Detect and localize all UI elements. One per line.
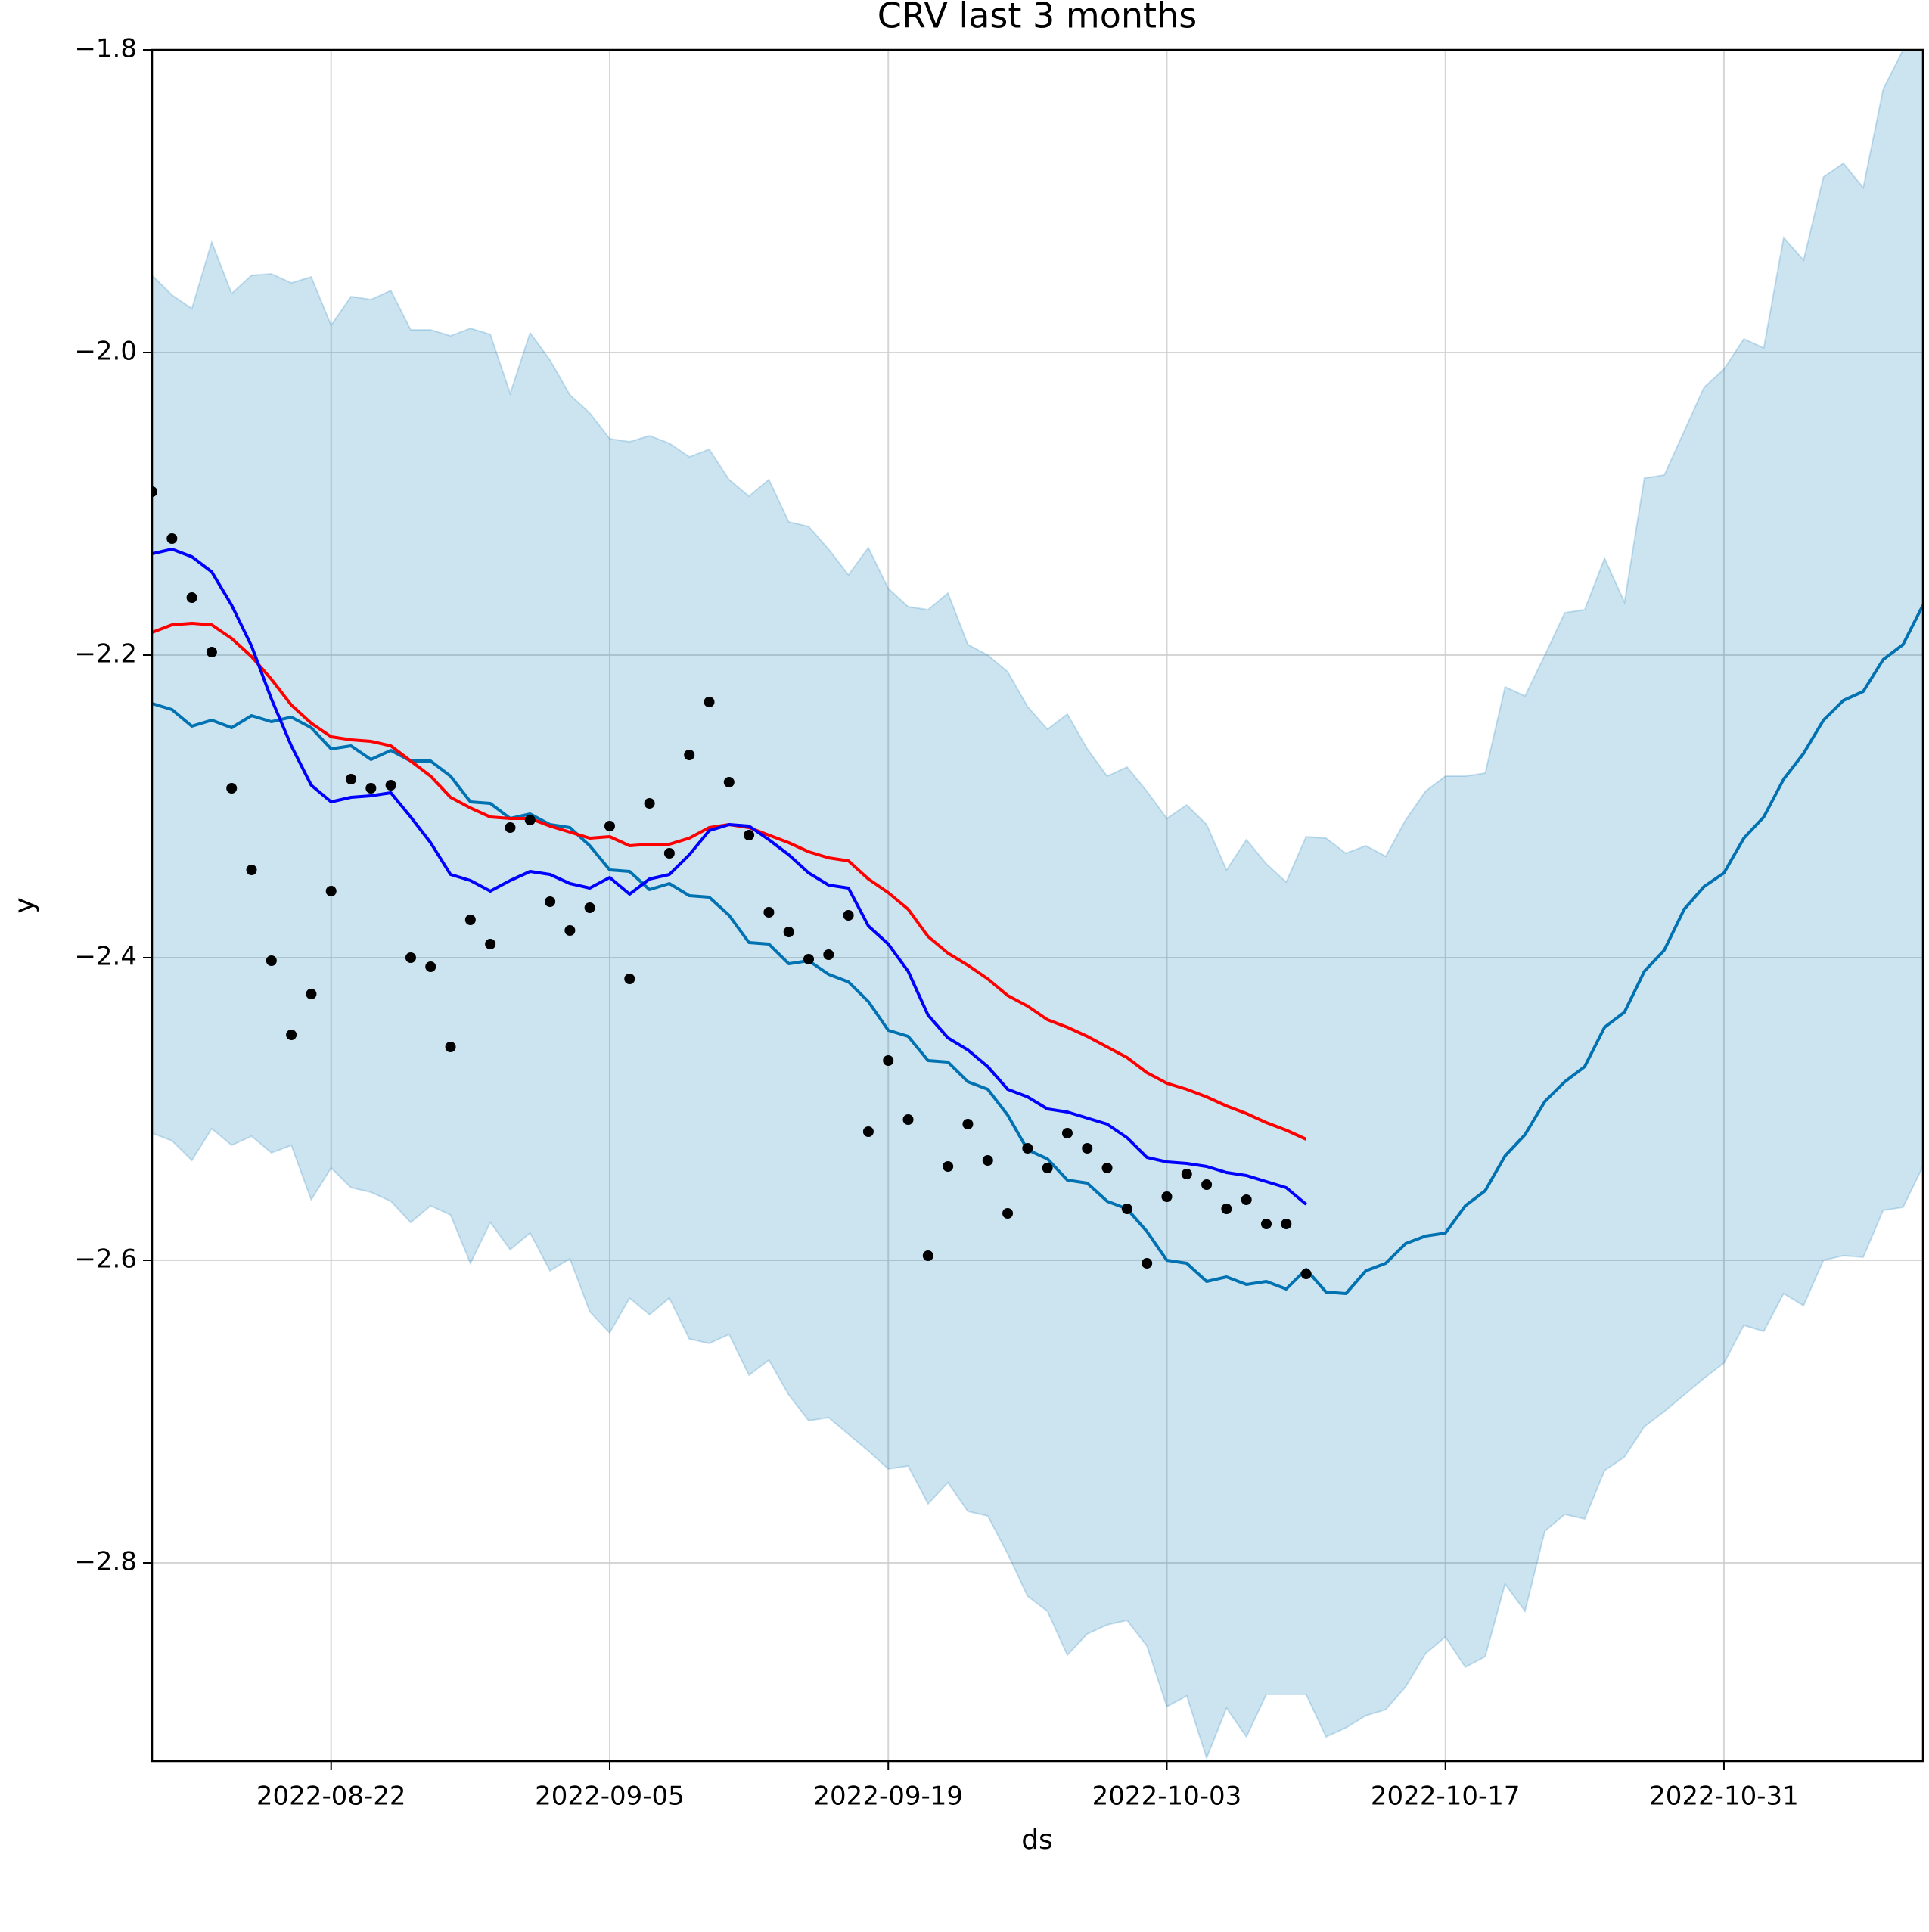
- y-tick-label: −2.2: [74, 639, 137, 669]
- observed-point: [584, 902, 595, 913]
- observed-point: [545, 896, 556, 907]
- plot-frame: [151, 48, 1924, 1763]
- observed-point: [385, 780, 396, 791]
- observed-point: [186, 592, 197, 603]
- uncertainty-band: [152, 50, 1923, 1758]
- observed-point: [524, 815, 536, 825]
- x-tick-label: 2022-10-17: [1371, 1781, 1521, 1812]
- observed-point: [1082, 1143, 1093, 1154]
- observed-point: [663, 848, 675, 859]
- observed-point: [1101, 1163, 1113, 1173]
- observed-point: [763, 907, 775, 918]
- y-tick-label: −2.6: [74, 1244, 137, 1275]
- observed-point: [982, 1155, 993, 1166]
- y-tick-label: −2.0: [74, 337, 137, 367]
- y-tick-label: −1.8: [74, 34, 137, 64]
- observed-point: [803, 954, 815, 964]
- observed-point: [485, 939, 496, 949]
- observed-point: [902, 1114, 914, 1125]
- observed-point: [166, 533, 178, 544]
- observed-point: [1042, 1163, 1053, 1173]
- x-tick-label: 2022-09-19: [813, 1781, 963, 1812]
- observed-point: [505, 822, 516, 833]
- band-edge: [152, 1127, 1923, 1760]
- observed-point: [325, 886, 337, 896]
- chart-title: CRV last 3 months: [878, 0, 1197, 36]
- observed-point: [943, 1161, 954, 1172]
- observed-point: [1121, 1204, 1132, 1214]
- observed-point: [246, 865, 257, 875]
- observed-point: [843, 910, 854, 921]
- observed-point: [1061, 1128, 1073, 1138]
- observed-point: [704, 697, 715, 707]
- observed-point: [1221, 1204, 1232, 1214]
- observed-point: [346, 774, 357, 784]
- observed-point: [862, 1126, 874, 1137]
- observed-point: [1002, 1208, 1014, 1219]
- y-tick-label: −2.8: [74, 1547, 137, 1577]
- y-tick-label: −2.4: [74, 942, 137, 972]
- observed-point: [1281, 1219, 1292, 1229]
- observed-point: [624, 974, 635, 984]
- observed-point: [266, 955, 277, 966]
- observed-point: [1260, 1219, 1272, 1229]
- series-line: [152, 604, 1923, 1295]
- x-axis-label: ds: [1021, 1825, 1053, 1856]
- observed-point: [445, 1042, 456, 1052]
- observed-point: [1022, 1143, 1033, 1154]
- observed-point: [922, 1250, 933, 1261]
- observed-point: [823, 949, 834, 960]
- observed-point: [286, 1030, 297, 1040]
- observed-point: [644, 798, 655, 809]
- observed-point: [1201, 1179, 1213, 1190]
- x-tick-label: 2022-09-05: [535, 1781, 685, 1812]
- observed-point: [1241, 1194, 1252, 1205]
- observed-point: [1161, 1191, 1173, 1202]
- observed-point: [206, 647, 217, 657]
- x-tick-label: 2022-10-03: [1092, 1781, 1242, 1812]
- observed-point: [152, 486, 157, 497]
- observed-point: [883, 1055, 894, 1066]
- y-axis-label: y: [9, 897, 40, 913]
- observed-point: [1181, 1169, 1192, 1179]
- x-tick-label: 2022-10-31: [1649, 1781, 1799, 1812]
- plot-area: [152, 50, 1923, 1760]
- series-line: [152, 548, 1307, 1206]
- observed-point: [1300, 1269, 1312, 1279]
- x-tick-label: 2022-08-22: [256, 1781, 406, 1812]
- observed-point: [783, 927, 794, 937]
- observed-point: [226, 783, 238, 794]
- observed-point: [405, 952, 416, 963]
- observed-point: [1142, 1258, 1153, 1269]
- observed-point: [564, 925, 576, 936]
- observed-point: [684, 750, 695, 760]
- observed-point: [365, 783, 377, 794]
- band-edge: [152, 50, 1905, 884]
- observed-point: [464, 915, 476, 925]
- observed-point: [744, 830, 755, 840]
- observed-point: [604, 821, 615, 831]
- observed-point: [425, 961, 436, 972]
- observed-point: [723, 777, 735, 787]
- observed-point: [962, 1119, 974, 1129]
- observed-point: [306, 989, 317, 999]
